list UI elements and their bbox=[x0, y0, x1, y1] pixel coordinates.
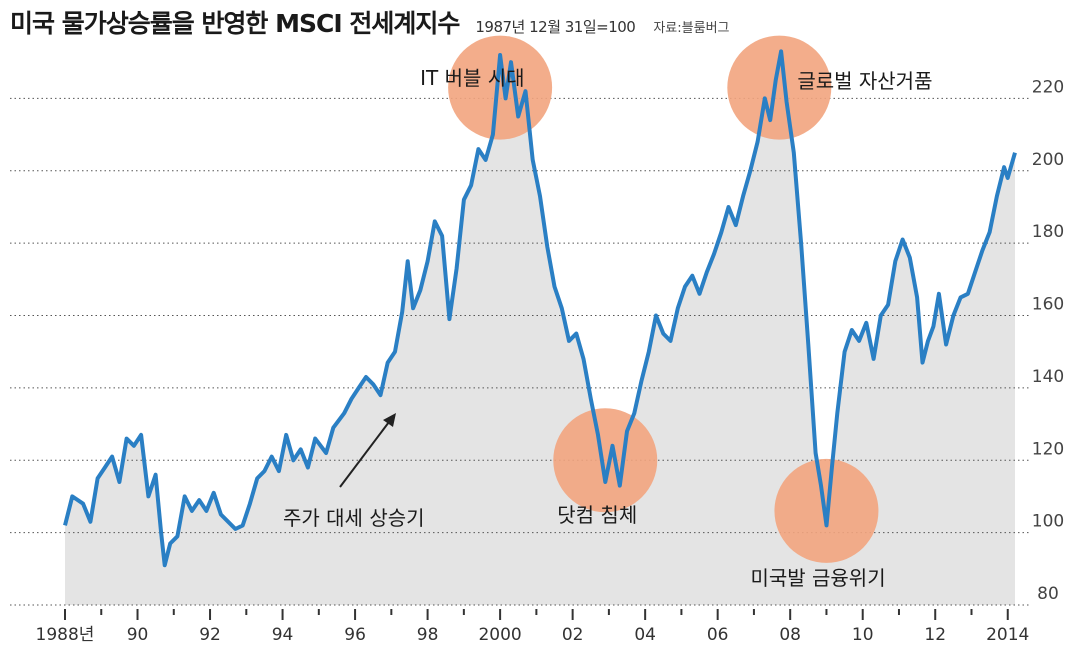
highlight-circle bbox=[727, 35, 832, 140]
x-tick-label: 96 bbox=[344, 625, 366, 645]
y-tick-label: 140 bbox=[1032, 367, 1064, 387]
annotation-dotcom-recession: 닷컴 침체 bbox=[557, 503, 637, 527]
chart-header: 미국 물가상승률을 반영한 MSCI 전세계지수 1987년 12월 31일=1… bbox=[10, 4, 729, 44]
x-tick-label: 92 bbox=[199, 625, 221, 645]
y-tick-label: 200 bbox=[1032, 150, 1064, 170]
x-tick-label: 08 bbox=[779, 625, 801, 645]
arrow-head bbox=[383, 413, 396, 427]
annotation-it-bubble: IT 버블 시대 bbox=[420, 66, 524, 90]
x-tick-label: 1988년 bbox=[36, 625, 95, 645]
y-tick-label: 160 bbox=[1032, 295, 1064, 315]
chart-subtitle: 1987년 12월 31일=100 bbox=[475, 18, 636, 36]
annotation-bull-market: 주가 대세 상승기 bbox=[283, 506, 425, 530]
y-tick-label: 80 bbox=[1037, 584, 1059, 604]
y-tick-label: 220 bbox=[1032, 77, 1064, 97]
chart-title: 미국 물가상승률을 반영한 MSCI 전세계지수 bbox=[10, 9, 460, 38]
x-tick-label: 2014 bbox=[986, 625, 1029, 645]
x-tick-label: 2000 bbox=[478, 625, 521, 645]
series-line bbox=[63, 49, 1017, 568]
area-fill bbox=[65, 51, 1015, 605]
chart-source: 자료:블룸버그 bbox=[653, 21, 730, 36]
x-tick-label: 90 bbox=[127, 625, 149, 645]
y-tick-label: 100 bbox=[1032, 512, 1064, 532]
x-tick-label: 02 bbox=[562, 625, 584, 645]
y-tick-label: 180 bbox=[1032, 222, 1064, 242]
y-tick-label: 120 bbox=[1032, 439, 1064, 459]
x-tick-label: 10 bbox=[852, 625, 874, 645]
annotation-financial-crisis: 미국발 금융위기 bbox=[750, 566, 885, 590]
x-tick-label: 04 bbox=[634, 625, 656, 645]
x-tick-label: 06 bbox=[707, 625, 729, 645]
x-tick-label: 12 bbox=[924, 625, 946, 645]
highlight-circle bbox=[553, 408, 658, 513]
x-tick-label: 94 bbox=[272, 625, 294, 645]
annotation-global-bubble: 글로벌 자산거품 bbox=[797, 69, 932, 93]
x-tick-label: 98 bbox=[417, 625, 439, 645]
arrow-shaft bbox=[339, 417, 393, 488]
